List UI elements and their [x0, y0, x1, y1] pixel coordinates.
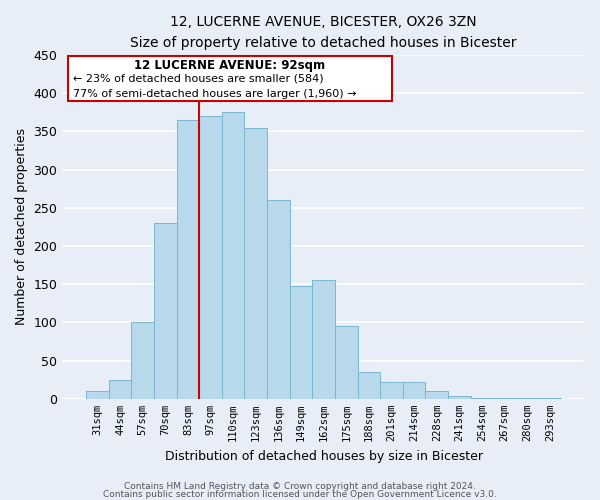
FancyBboxPatch shape	[68, 56, 392, 102]
Bar	[380, 382, 403, 399]
Bar	[493, 398, 516, 399]
Bar	[471, 398, 493, 399]
Bar	[358, 372, 380, 399]
Bar	[222, 112, 244, 399]
Bar	[448, 396, 471, 399]
Bar	[403, 382, 425, 399]
X-axis label: Distribution of detached houses by size in Bicester: Distribution of detached houses by size …	[164, 450, 482, 462]
Bar	[131, 322, 154, 399]
Bar	[154, 223, 176, 399]
Bar	[290, 286, 313, 399]
Bar	[335, 326, 358, 399]
Bar	[244, 128, 267, 399]
Bar	[109, 380, 131, 399]
Text: ← 23% of detached houses are smaller (584): ← 23% of detached houses are smaller (58…	[73, 74, 323, 84]
Bar	[539, 398, 561, 399]
Title: 12, LUCERNE AVENUE, BICESTER, OX26 3ZN
Size of property relative to detached hou: 12, LUCERNE AVENUE, BICESTER, OX26 3ZN S…	[130, 15, 517, 50]
Text: Contains HM Land Registry data © Crown copyright and database right 2024.: Contains HM Land Registry data © Crown c…	[124, 482, 476, 491]
Text: Contains public sector information licensed under the Open Government Licence v3: Contains public sector information licen…	[103, 490, 497, 499]
Bar	[176, 120, 199, 399]
Y-axis label: Number of detached properties: Number of detached properties	[15, 128, 28, 326]
Bar	[267, 200, 290, 399]
Bar	[199, 116, 222, 399]
Text: 77% of semi-detached houses are larger (1,960) →: 77% of semi-detached houses are larger (…	[73, 88, 356, 99]
Text: 12 LUCERNE AVENUE: 92sqm: 12 LUCERNE AVENUE: 92sqm	[134, 60, 325, 72]
Bar	[425, 391, 448, 399]
Bar	[516, 398, 539, 399]
Bar	[86, 391, 109, 399]
Bar	[313, 280, 335, 399]
